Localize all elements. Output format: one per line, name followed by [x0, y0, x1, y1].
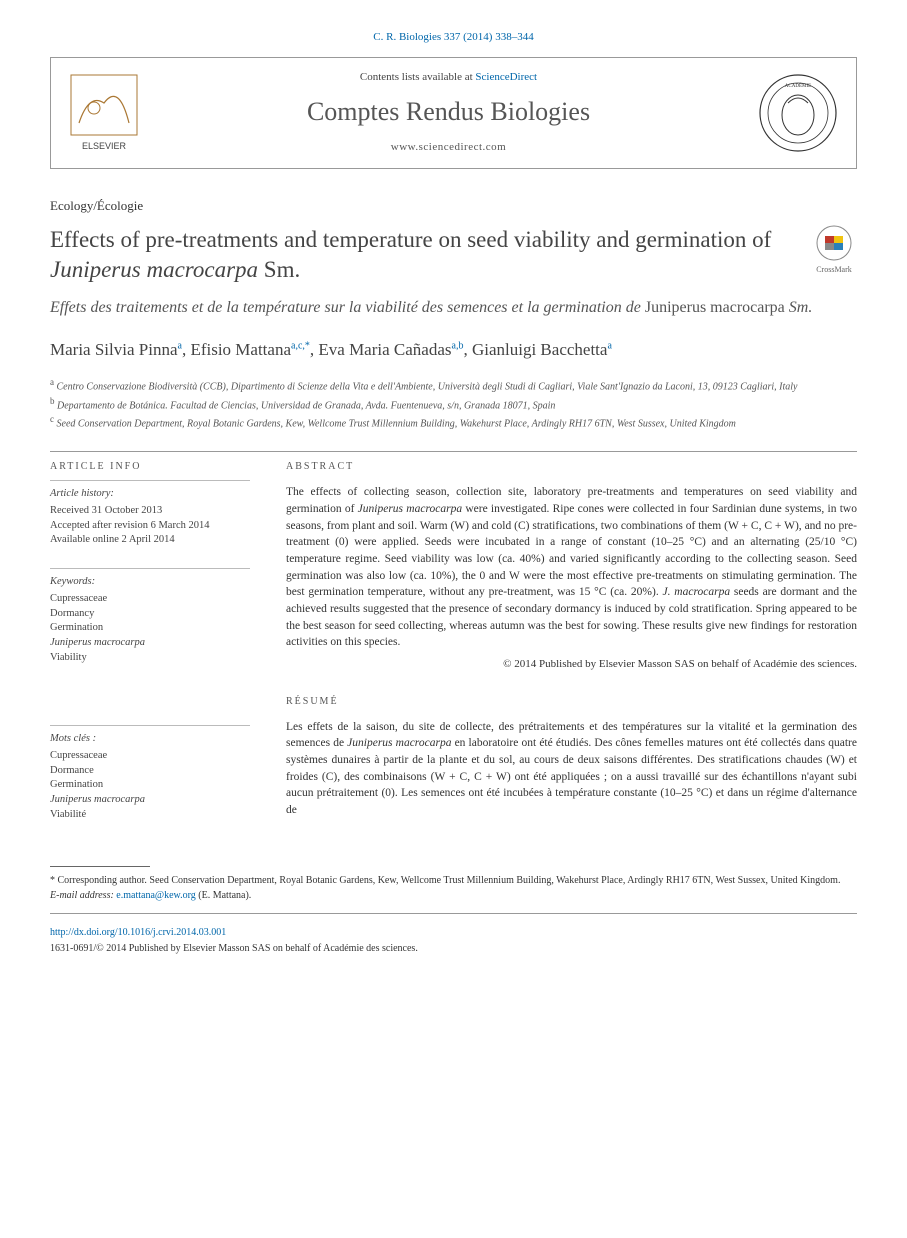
abstract-heading: ABSTRACT [286, 460, 857, 474]
email-line: E-mail address: e.mattana@kew.org (E. Ma… [50, 888, 857, 903]
motscles-label: Mots clés : [50, 732, 250, 747]
sciencedirect-link[interactable]: ScienceDirect [475, 71, 537, 83]
keyword: Cupressaceae [50, 592, 250, 607]
history-line: Available online 2 April 2014 [50, 533, 250, 548]
motcle: Viabilité [50, 808, 250, 823]
footnote-separator [50, 866, 150, 867]
contents-available: Contents lists available at ScienceDirec… [155, 70, 742, 85]
email-label: E-mail address: [50, 890, 116, 901]
motcle: Germination [50, 778, 250, 793]
keyword: Dormancy [50, 607, 250, 622]
author: Gianluigi Bacchettaa [472, 340, 612, 359]
article-history-block: Article history: Received 31 October 201… [50, 480, 250, 548]
motscles-block: Mots clés : CupressaceaeDormanceGerminat… [50, 725, 250, 822]
affiliations-list: a Centro Conservazione Biodiversità (CCB… [50, 376, 857, 431]
svg-text:ACADÉMIE: ACADÉMIE [785, 83, 811, 89]
doi-link[interactable]: http://dx.doi.org/10.1016/j.crvi.2014.03… [50, 927, 226, 938]
left-column: ARTICLE INFO Article history: Received 3… [50, 460, 250, 842]
history-line: Received 31 October 2013 [50, 504, 250, 519]
motcle: Juniperus macrocarpa [50, 793, 250, 808]
title-part-c: Sm. [258, 257, 300, 282]
bottom-divider [50, 913, 857, 914]
right-column: ABSTRACT The effects of collecting seaso… [286, 460, 857, 842]
resume-text: Les effets de la saison, du site de coll… [286, 719, 857, 819]
history-line: Accepted after revision 6 March 2014 [50, 519, 250, 534]
footer-copyright: 1631-0691/© 2014 Published by Elsevier M… [50, 942, 857, 956]
elsevier-logo: ELSEVIER [69, 73, 139, 153]
two-column-section: ARTICLE INFO Article history: Received 3… [50, 460, 857, 842]
keyword: Germination [50, 621, 250, 636]
subtitle-part-c: Sm. [785, 299, 813, 316]
abstract-copyright: © 2014 Published by Elsevier Masson SAS … [286, 657, 857, 672]
affiliation: c Seed Conservation Department, Royal Bo… [50, 413, 857, 431]
article-title: Effects of pre-treatments and temperatur… [50, 225, 791, 285]
history-label: Article history: [50, 487, 250, 502]
affiliation: a Centro Conservazione Biodiversità (CCB… [50, 376, 857, 394]
subtitle-part-a: Effets des traitements et de la températ… [50, 299, 645, 316]
corresponding-author: * Corresponding author. Seed Conservatio… [50, 873, 857, 888]
crossmark-label: CrossMark [811, 264, 857, 275]
journal-url[interactable]: www.sciencedirect.com [155, 140, 742, 155]
doi-line: http://dx.doi.org/10.1016/j.crvi.2014.03… [50, 926, 857, 940]
affiliation: b Departamento de Botánica. Facultad de … [50, 395, 857, 413]
keyword: Juniperus macrocarpa [50, 636, 250, 651]
author: Efisio Mattanaa,c,* [190, 340, 309, 359]
section-label: Ecology/Écologie [50, 197, 857, 215]
abstract-text: The effects of collecting season, collec… [286, 484, 857, 651]
keywords-label: Keywords: [50, 575, 250, 590]
crossmark-badge[interactable]: CrossMark [811, 225, 857, 275]
title-row: Effects of pre-treatments and temperatur… [50, 225, 857, 285]
title-part-a: Effects of pre-treatments and temperatur… [50, 227, 771, 252]
journal-header: ELSEVIER Contents lists available at Sci… [50, 57, 857, 168]
contents-prefix: Contents lists available at [360, 71, 475, 83]
divider [50, 451, 857, 452]
author: Eva Maria Cañadasa,b [318, 340, 463, 359]
keyword: Viability [50, 651, 250, 666]
academy-seal-icon: ACADÉMIE [758, 73, 838, 153]
keywords-block: Keywords: CupressaceaeDormancyGerminatio… [50, 568, 250, 665]
resume-heading: RÉSUMÉ [286, 695, 857, 709]
authors-list: Maria Silvia Pinnaa, Efisio Mattanaa,c,*… [50, 337, 857, 363]
motcle: Cupressaceae [50, 749, 250, 764]
subtitle-species: Juniperus macrocarpa [645, 299, 785, 316]
author: Maria Silvia Pinnaa [50, 340, 182, 359]
article-subtitle: Effets des traitements et de la températ… [50, 297, 857, 319]
title-species: Juniperus macrocarpa [50, 257, 258, 282]
svg-text:ELSEVIER: ELSEVIER [82, 141, 127, 151]
journal-name: Comptes Rendus Biologies [155, 94, 742, 130]
motcle: Dormance [50, 764, 250, 779]
footnotes: * Corresponding author. Seed Conservatio… [50, 873, 857, 903]
article-info-heading: ARTICLE INFO [50, 460, 250, 474]
header-center: Contents lists available at ScienceDirec… [155, 70, 742, 155]
citation-line: C. R. Biologies 337 (2014) 338–344 [50, 30, 857, 45]
email-link[interactable]: e.mattana@kew.org [116, 890, 195, 901]
email-suffix: (E. Mattana). [196, 890, 252, 901]
